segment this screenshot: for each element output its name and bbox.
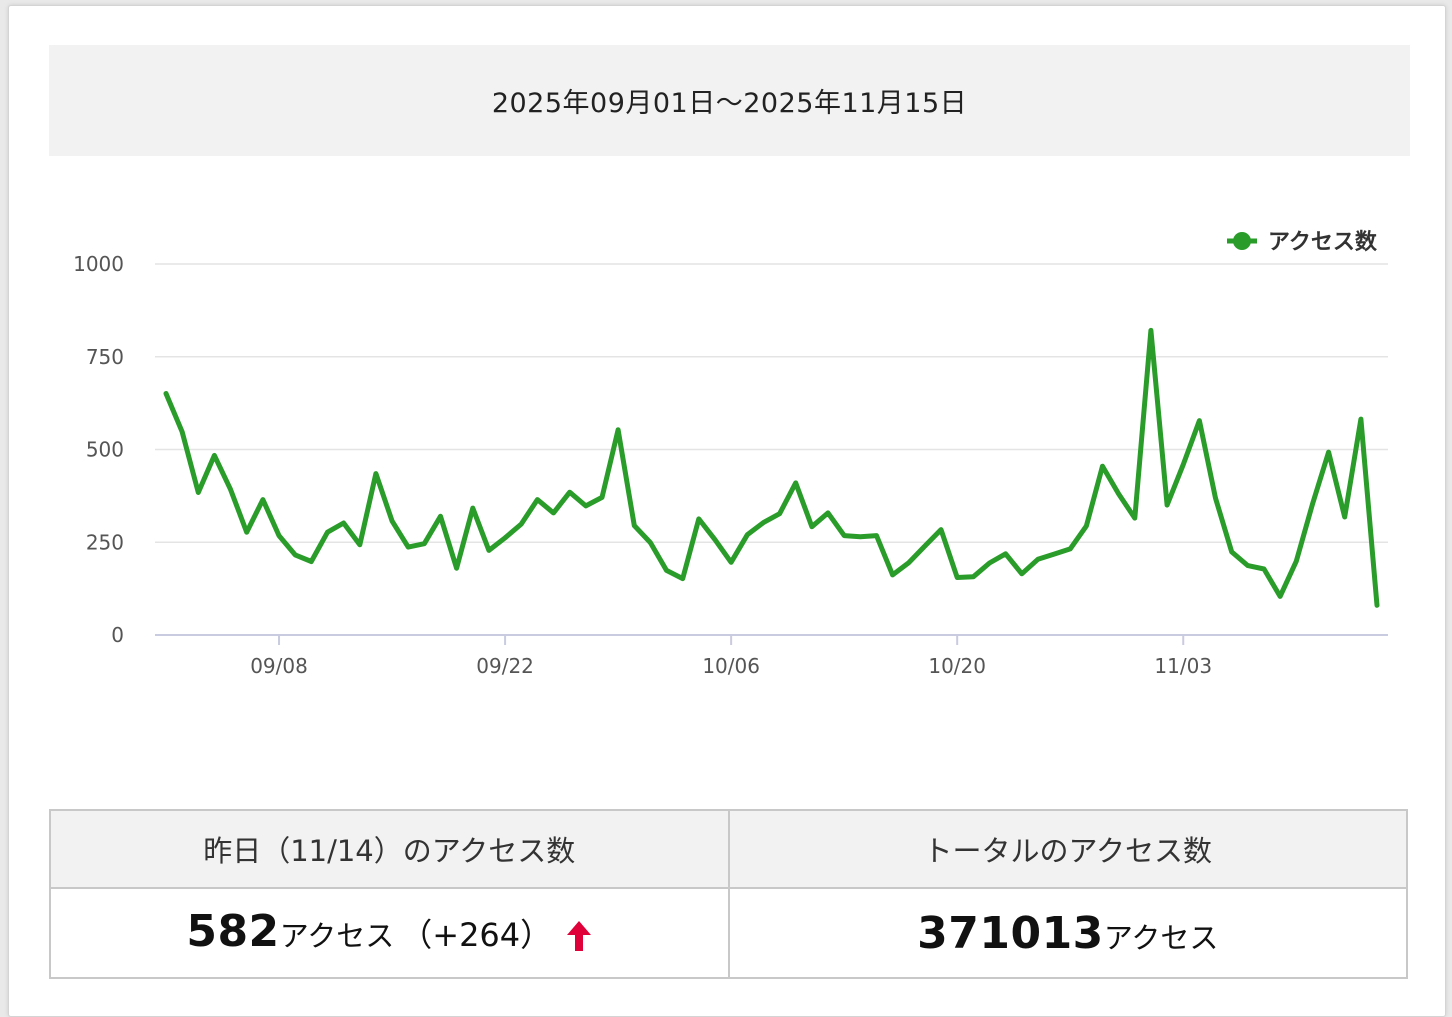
y-tick-label: 750 [86, 345, 124, 369]
y-tick-label: 250 [86, 530, 124, 554]
access-stats-table: 昨日（11/14）のアクセス数 トータルのアクセス数 582アクセス （+264）… [49, 809, 1408, 979]
chart-y-axis: 0 250 500 750 1000 [73, 252, 124, 647]
x-tick-label: 10/20 [928, 654, 986, 678]
total-access-value: 371013 [917, 907, 1104, 959]
x-tick-label: 09/22 [476, 654, 534, 678]
x-tick-label: 11/03 [1154, 654, 1212, 678]
y-tick-label: 1000 [73, 252, 124, 276]
yesterday-access-unit: アクセス [279, 918, 395, 953]
yesterday-access-header: 昨日（11/14）のアクセス数 [49, 809, 730, 889]
total-access-unit: アクセス [1103, 920, 1219, 955]
date-range-title: 2025年09月01日～2025年11月15日 [49, 45, 1410, 156]
total-access-header: トータルのアクセス数 [727, 809, 1408, 889]
y-tick-label: 0 [111, 623, 124, 647]
chart-x-axis: 09/08 09/22 10/06 10/20 11/03 [250, 635, 1212, 678]
series-line-access [163, 327, 1380, 608]
x-tick-label: 10/06 [702, 654, 760, 678]
yesterday-access-diff: （+264） [400, 915, 553, 954]
total-access-cell: 371013アクセス [727, 887, 1408, 979]
x-tick-label: 09/08 [250, 654, 308, 678]
y-tick-label: 500 [86, 438, 124, 462]
legend-dot-marker [1233, 232, 1251, 250]
legend-label-access: アクセス数 [1268, 229, 1378, 255]
chart-series [163, 327, 1380, 608]
up-arrow-icon [566, 919, 592, 957]
yesterday-access-cell: 582アクセス （+264） [49, 887, 730, 979]
access-line-chart: 0 250 500 750 1000 09/08 09/22 10/06 10/20 11/03… [73, 229, 1388, 678]
yesterday-access-value: 582 [186, 905, 280, 957]
chart-legend[interactable]: アクセス数 [1227, 229, 1378, 255]
